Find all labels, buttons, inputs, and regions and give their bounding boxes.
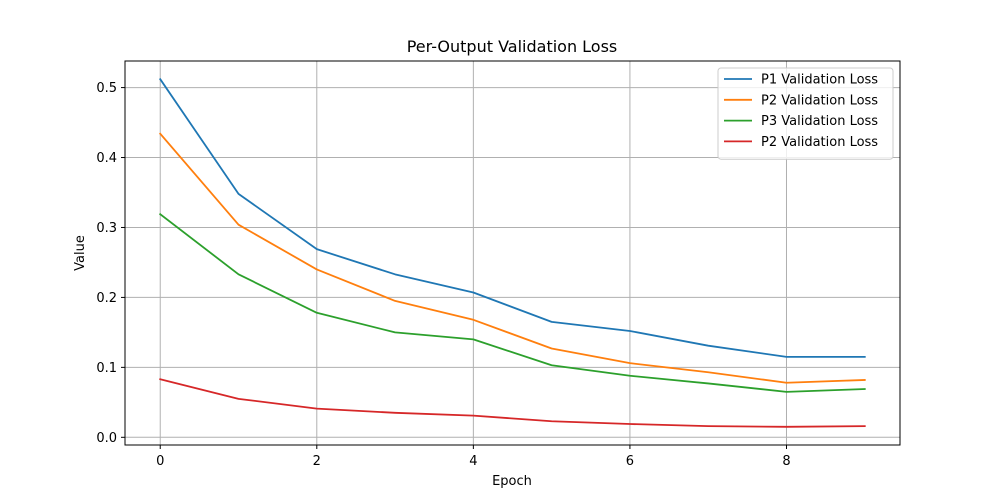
y-axis-label: Value	[73, 235, 88, 271]
legend-label: P2 Validation Loss	[761, 135, 878, 150]
y-tick-label: 0.0	[96, 431, 117, 446]
x-tick-label: 2	[313, 454, 321, 469]
x-tick-label: 4	[469, 454, 477, 469]
plot-frame	[124, 60, 901, 446]
series-line-1	[158, 77, 866, 358]
chart-title: Per-Output Validation Loss	[407, 37, 618, 56]
x-tick-label: 0	[156, 454, 164, 469]
series-line-4	[159, 378, 866, 428]
legend-label: P2 Validation Loss	[761, 93, 878, 108]
x-tick-label: 8	[782, 454, 790, 469]
y-axis-ticks: 0.0 0.1 0.2 0.3 0.4 0.5	[96, 81, 125, 446]
series-line-3	[158, 212, 866, 393]
x-tick-label: 6	[626, 454, 634, 469]
y-tick-label: 0.4	[96, 151, 117, 166]
series-lines	[158, 77, 866, 428]
y-tick-label: 0.1	[96, 361, 117, 376]
series-line-2	[158, 132, 866, 384]
x-axis-ticks: 0 2 4 6 8	[156, 445, 791, 469]
y-tick-label: 0.5	[96, 81, 117, 96]
y-tick-label: 0.2	[96, 291, 117, 306]
legend-box	[717, 67, 894, 160]
legend: P1 Validation Loss P2 Validation Loss P3 V…	[717, 67, 894, 160]
x-axis-label: Epoch	[492, 474, 532, 489]
legend-label: P1 Validation Loss	[761, 73, 878, 88]
y-tick-label: 0.3	[96, 221, 117, 236]
legend-label: P3 Validation Loss	[761, 114, 878, 129]
